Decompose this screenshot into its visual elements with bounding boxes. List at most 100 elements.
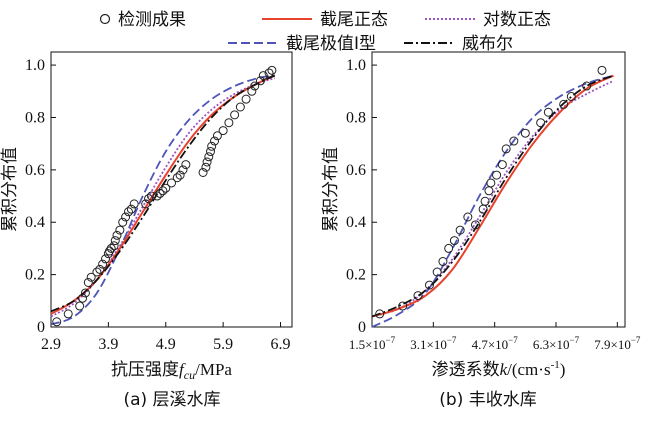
x-tick-label: 3.1×10−7 [410,335,457,352]
data-point [141,199,151,209]
data-point [258,71,268,81]
data-point [455,225,465,235]
legend-item: 威布尔 [404,34,513,54]
legend-item: 检测成果 [99,10,186,30]
x-tick-label: 4.9 [156,336,176,353]
y-tick-label: 0.4 [346,214,366,231]
data-point [536,118,546,128]
data-point [161,183,171,193]
panel-caption: (a) 层溪水库 [123,390,220,410]
plot-frame [50,51,293,328]
chart-panel-b: 0 0.2 0.4 0.6 0.8 1.0 1.5×10−7 3.1×10−7 4.7×10−7… [321,51,641,410]
data-point [80,288,90,298]
data-point [86,272,96,282]
x-tick-label: 1.5×10−7 [349,335,396,352]
x-tick-label: 7.9×10−7 [594,335,641,352]
data-point [207,141,217,151]
data-point [106,243,116,253]
data-point [375,309,385,319]
data-point [83,277,93,287]
chart-panel-a: 0 0.2 0.4 0.6 0.8 1.0 2.9 3.9 4.9 5.9 6.9 累积分布值抗压强度… [0,51,293,410]
legend-item: 截尾正态 [262,10,388,30]
data-point [255,76,265,86]
data-point [172,173,182,183]
legend-label: 对数正态 [483,10,551,30]
data-point [463,212,473,222]
data-point [438,257,448,267]
data-point [471,220,480,230]
series-line [50,74,275,326]
data-point [425,280,434,290]
data-point [175,170,185,180]
data-point [95,264,105,274]
data-point [115,225,125,235]
legend-item: 截尾极值Ⅰ型 [228,34,376,54]
data-point [78,293,88,303]
legend-item: 对数正态 [425,10,551,30]
data-point [444,243,454,253]
panel-caption: (b) 丰收水库 [439,390,536,410]
data-point [480,196,490,206]
data-point [486,178,496,188]
data-point [210,136,220,146]
data-point [484,186,494,196]
legend-label: 截尾极值Ⅰ型 [286,34,376,54]
y-tick-label: 0.4 [25,214,45,231]
data-point [146,191,156,201]
data-point [492,170,502,180]
x-axis-label: 抗压强度fcu/MPa [111,360,232,382]
data-point [118,217,128,227]
data-point [198,167,208,177]
data-point [398,301,408,311]
data-point [63,309,73,319]
data-point [75,301,85,311]
y-tick-label: 0.6 [25,162,45,179]
data-point [241,94,251,104]
data-point [432,267,442,277]
y-tick-label: 0.6 [346,162,366,179]
data-point [235,102,245,112]
data-point [129,199,139,209]
data-point [112,230,122,240]
data-point [212,131,222,141]
data-point [224,118,234,128]
x-tick-label: 6.3×10−7 [533,335,580,352]
x-tick-label: 3.9 [98,336,118,353]
data-point [98,259,108,269]
y-tick-label: 0 [358,319,366,336]
data-point [566,92,576,102]
plot-frame [371,51,626,328]
data-point [520,128,530,138]
x-tick-label: 2.9 [41,336,61,353]
legend-label: 威布尔 [462,34,513,54]
data-point [449,236,459,246]
data-point [123,207,133,217]
data-point [167,178,176,188]
data-point [52,317,62,327]
data-point [250,81,260,91]
data-point [144,194,154,204]
data-point [181,160,191,170]
data-point [247,86,257,96]
x-axis-label: 渗透系数k/(cm·s-1) [432,359,566,380]
data-point [110,236,120,246]
data-point [92,267,102,277]
y-tick-label: 0.8 [346,109,366,126]
data-point [202,157,212,167]
x-tick-label: 6.9 [271,336,291,353]
y-tick-label: 1.0 [346,57,366,74]
data-point [126,204,136,214]
data-point [582,81,592,91]
y-tick-label: 0 [37,319,45,336]
data-point [178,165,188,175]
data-point [597,65,607,75]
x-tick-label: 4.7×10−7 [472,335,519,352]
data-point [501,144,511,154]
data-point [267,65,277,75]
data-point [101,254,111,264]
y-tick-label: 0.2 [346,267,366,284]
data-point [264,68,274,78]
